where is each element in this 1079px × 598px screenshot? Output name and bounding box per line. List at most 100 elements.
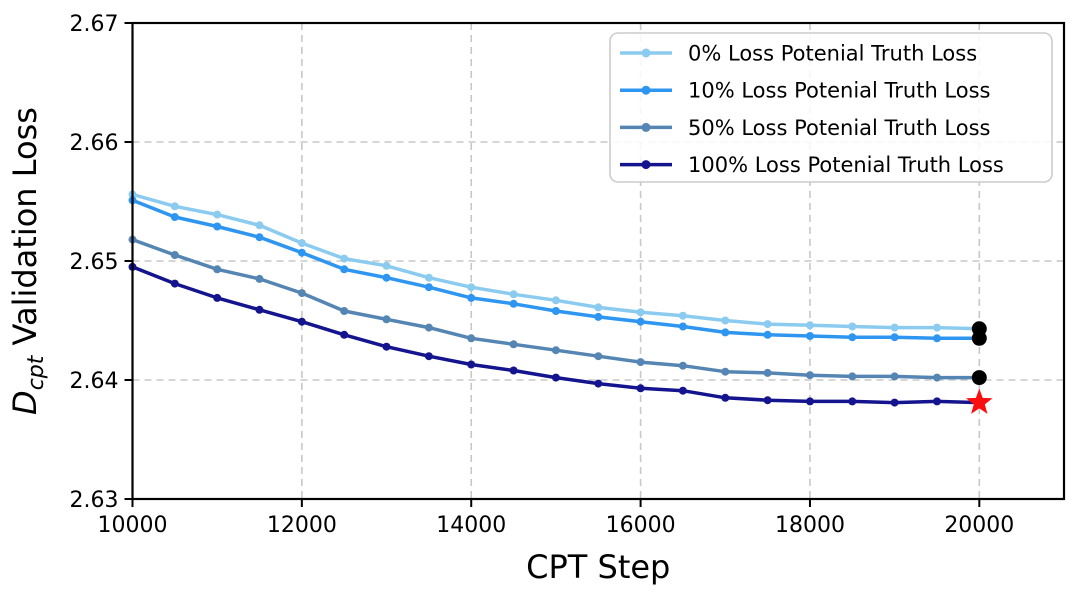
- series-point-marker: [848, 372, 857, 381]
- legend-entry-2: 50% Loss Potenial Truth Loss: [620, 116, 991, 140]
- series-point-marker: [170, 202, 179, 211]
- legend-label: 100% Loss Potenial Truth Loss: [688, 153, 1004, 177]
- series-point-marker: [382, 315, 391, 324]
- endpoint-dot: [971, 370, 987, 386]
- series-point-marker: [424, 323, 433, 332]
- series-point-marker: [382, 273, 391, 282]
- legend-marker-sample: [641, 48, 651, 58]
- series-point-marker: [467, 283, 476, 292]
- series-point-marker: [806, 397, 814, 406]
- legend-label: 10% Loss Potenial Truth Loss: [688, 79, 991, 103]
- series-point-marker: [509, 366, 518, 375]
- series-point-marker: [721, 328, 730, 337]
- x-tick-label: 18000: [775, 513, 845, 538]
- legend-marker-sample: [641, 122, 651, 132]
- series-point-marker: [594, 352, 603, 361]
- series-point-marker: [509, 299, 518, 308]
- series-point-marker: [763, 330, 772, 339]
- series-point-marker: [255, 221, 264, 230]
- series-point-marker: [340, 307, 349, 315]
- series-point-marker: [297, 317, 306, 326]
- series-point-marker: [382, 342, 391, 351]
- series-point-marker: [551, 373, 560, 382]
- series-point-marker: [678, 322, 687, 331]
- series-point-marker: [213, 210, 222, 219]
- series-point-marker: [678, 386, 687, 395]
- series-point-marker: [509, 290, 518, 299]
- legend-label: 50% Loss Potenial Truth Loss: [688, 116, 991, 140]
- series-point-marker: [594, 379, 603, 388]
- x-tick-label: 12000: [267, 513, 337, 538]
- series-point-marker: [933, 334, 941, 343]
- star-marker: [966, 388, 993, 414]
- series-point-marker: [213, 293, 222, 302]
- series-point-marker: [424, 283, 433, 292]
- series-point-marker: [170, 213, 179, 221]
- legend: 0% Loss Potenial Truth Loss 10% Loss Pote…: [609, 32, 1053, 183]
- series-point-marker: [213, 222, 222, 231]
- series-point-marker: [721, 393, 730, 402]
- series-point-marker: [424, 273, 433, 282]
- series-point-marker: [763, 320, 772, 329]
- y-tick-label: 2.67: [70, 12, 119, 37]
- series-point-marker: [467, 360, 476, 369]
- series-point-marker: [890, 372, 899, 381]
- series-point-marker: [806, 332, 814, 340]
- series-point-marker: [340, 330, 349, 339]
- legend-marker-sample: [641, 85, 651, 95]
- series-point-marker: [213, 265, 222, 274]
- series-point-marker: [551, 307, 560, 315]
- series-point-marker: [806, 371, 814, 380]
- legend-marker-sample: [641, 160, 651, 170]
- series-point-marker: [721, 367, 730, 376]
- series-point-marker: [255, 305, 264, 314]
- series-point-marker: [721, 316, 730, 325]
- series-point-marker: [890, 333, 899, 342]
- series-point-marker: [636, 384, 645, 393]
- series-line-1: [130, 198, 982, 341]
- series-point-marker: [848, 333, 857, 342]
- series-point-marker: [848, 397, 857, 406]
- series-point-marker: [594, 303, 603, 312]
- series-point-marker: [551, 346, 560, 355]
- legend-entry-3: 100% Loss Potenial Truth Loss: [620, 153, 1004, 177]
- series-point-marker: [848, 322, 857, 331]
- series-point-marker: [763, 368, 772, 377]
- series-point-marker: [636, 317, 645, 326]
- x-tick-label: 20000: [944, 513, 1014, 538]
- series-point-marker: [551, 296, 560, 305]
- endpoint-dot: [971, 330, 987, 346]
- x-tick-label: 16000: [606, 513, 676, 538]
- series-point-marker: [467, 293, 476, 302]
- y-tick-label: 2.64: [70, 369, 119, 394]
- legend-entry-0: 0% Loss Potenial Truth Loss: [620, 42, 977, 66]
- x-axis-label: CPT Step: [526, 548, 670, 586]
- y-tick-label: 2.63: [70, 488, 119, 513]
- series-point-marker: [297, 239, 306, 248]
- series-point-marker: [255, 233, 264, 242]
- y-tick-label: 2.66: [70, 131, 119, 156]
- series-point-marker: [890, 323, 899, 332]
- series-point-marker: [340, 254, 349, 263]
- series-point-marker: [509, 340, 518, 349]
- legend-box: [609, 32, 1053, 183]
- legend-label: 0% Loss Potenial Truth Loss: [688, 42, 977, 66]
- series-point-marker: [170, 251, 179, 259]
- series-point-marker: [678, 311, 687, 320]
- x-tick-label: 10000: [98, 513, 168, 538]
- series-point-marker: [382, 261, 391, 270]
- legend-entry-1: 10% Loss Potenial Truth Loss: [620, 79, 991, 103]
- series-point-marker: [424, 352, 433, 361]
- series-point-marker: [170, 279, 179, 288]
- x-tick-label: 14000: [436, 513, 506, 538]
- series-point-marker: [933, 323, 941, 332]
- series-point-marker: [763, 396, 772, 405]
- series-point-marker: [933, 397, 941, 406]
- series-point-marker: [297, 248, 306, 257]
- series-point-marker: [255, 274, 264, 283]
- series-point-marker: [933, 373, 941, 382]
- series-point-marker: [678, 361, 687, 370]
- series-point-marker: [890, 398, 899, 407]
